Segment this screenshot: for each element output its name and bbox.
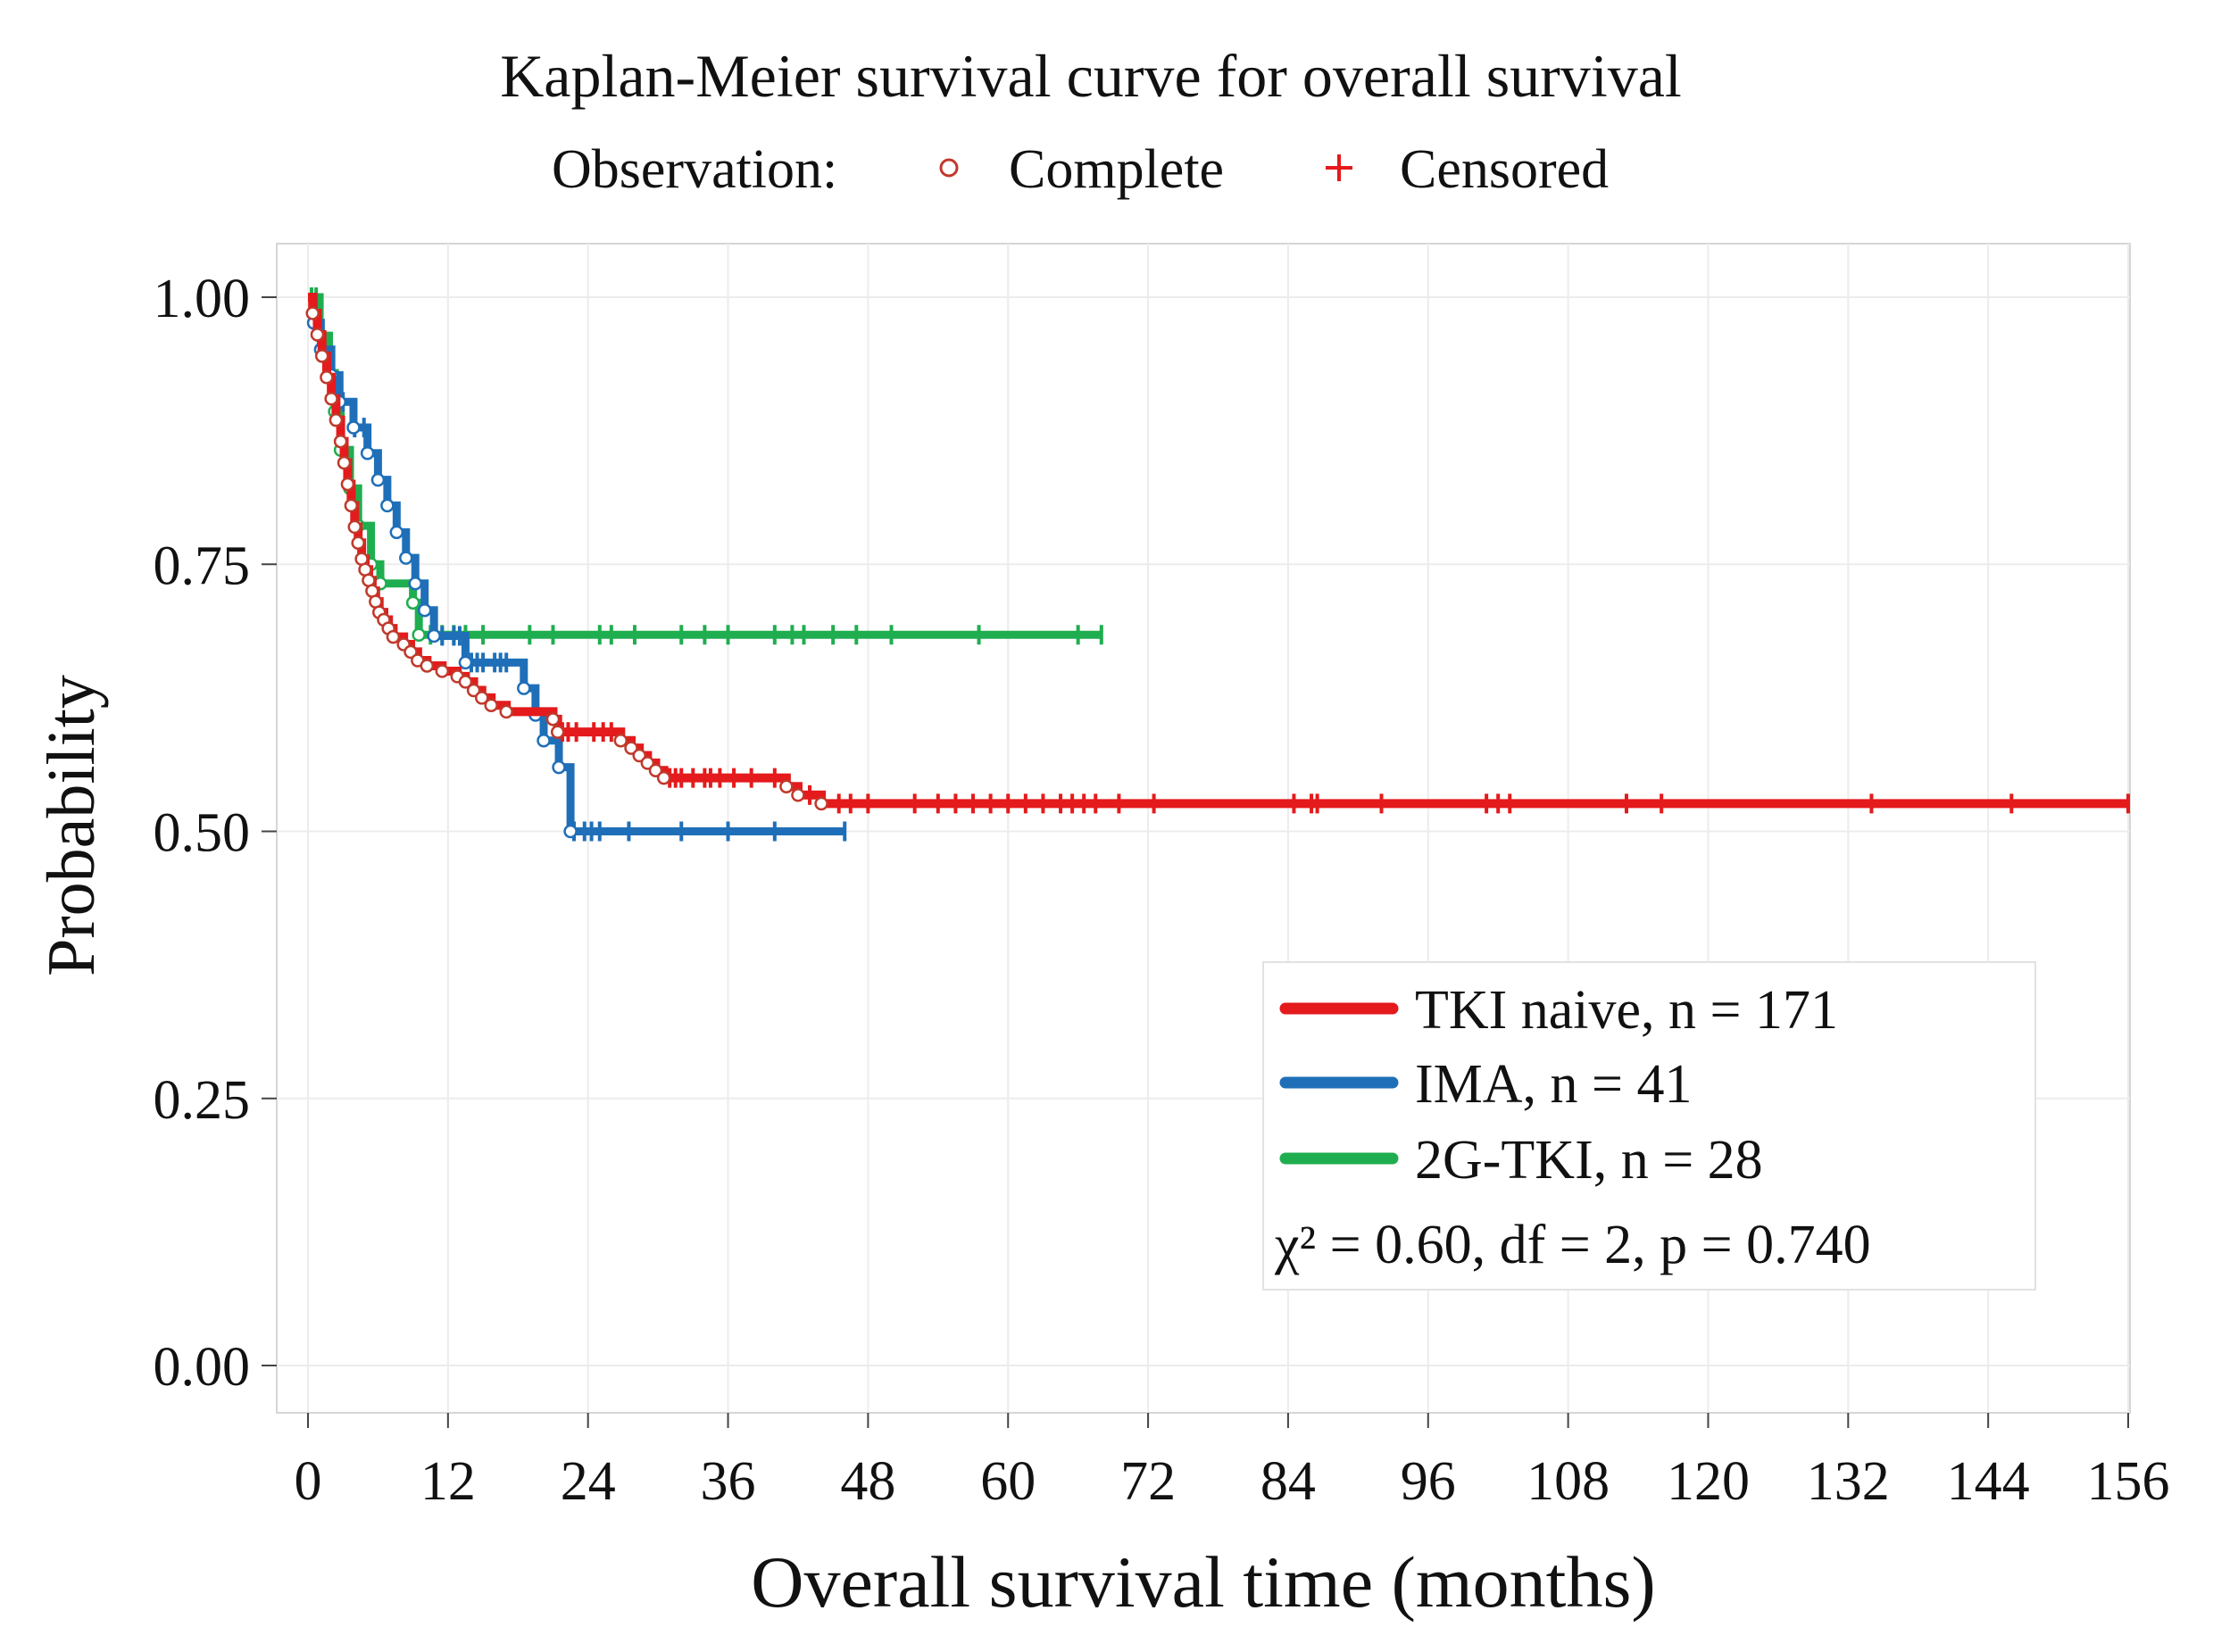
- x-tick-label: 84: [1260, 1451, 1316, 1512]
- x-tick-label: 72: [1120, 1451, 1176, 1512]
- event-marker: [420, 659, 435, 673]
- event-marker: [545, 712, 561, 726]
- x-tick-label: 120: [1667, 1451, 1750, 1512]
- grid: [277, 244, 2130, 1413]
- x-tick-label: 132: [1807, 1451, 1890, 1512]
- complete-label: Complete: [1009, 139, 1224, 200]
- x-tick-label: 12: [420, 1451, 476, 1512]
- event-marker: [435, 664, 450, 678]
- x-tick-label: 108: [1527, 1451, 1610, 1512]
- event-marker: [347, 519, 362, 535]
- event-marker: [624, 741, 638, 755]
- x-tick-label: 96: [1401, 1451, 1456, 1512]
- legend-label-2g-tki: 2G-TKI, n = 28: [1415, 1130, 1763, 1191]
- x-tick-label: 48: [840, 1451, 895, 1512]
- y-tick-label: 0.75: [154, 535, 251, 596]
- survival-curves: [305, 287, 2130, 842]
- event-marker: [405, 595, 420, 610]
- event-marker: [305, 306, 320, 320]
- y-tick-label: 0.50: [154, 803, 251, 864]
- event-marker: [399, 551, 413, 565]
- series-tki-naive: [305, 293, 2130, 814]
- event-marker: [632, 748, 646, 763]
- event-marker: [458, 655, 473, 670]
- censored-label: Censored: [1400, 139, 1609, 200]
- event-marker: [408, 577, 422, 591]
- event-marker: [550, 725, 565, 739]
- event-marker: [791, 788, 805, 802]
- event-marker: [466, 683, 481, 698]
- event-marker: [340, 477, 355, 492]
- event-marker: [412, 627, 426, 643]
- x-tick-label: 144: [1947, 1451, 2030, 1512]
- event-marker: [613, 734, 628, 748]
- event-marker: [814, 796, 828, 811]
- event-marker: [484, 698, 498, 713]
- y-tick-label: 1.00: [154, 269, 251, 329]
- legend-box: [1262, 961, 2036, 1291]
- x-tick-label: 156: [2087, 1451, 2170, 1512]
- event-marker: [417, 602, 432, 618]
- event-marker: [552, 760, 566, 775]
- event-marker: [314, 349, 329, 363]
- event-marker: [499, 704, 513, 719]
- x-tick-label: 0: [295, 1451, 322, 1512]
- stats-text: χ² = 0.60, df = 2, p = 0.740: [1274, 1215, 1871, 1275]
- x-tick-label: 36: [701, 1451, 756, 1512]
- event-marker: [386, 629, 401, 644]
- event-marker: [320, 370, 334, 385]
- event-marker: [427, 628, 441, 643]
- event-marker: [337, 455, 352, 470]
- event-marker: [351, 535, 365, 551]
- event-marker: [360, 446, 375, 461]
- event-marker: [458, 675, 473, 689]
- series-legend: TKI naive, n = 171 IMA, n = 41 2G-TKI, n…: [1262, 961, 2036, 1291]
- x-tick-label: 60: [980, 1451, 1036, 1512]
- event-marker: [333, 434, 348, 449]
- event-marker: [389, 525, 404, 540]
- chart-title: Kaplan-Meier survival curve for overall …: [500, 42, 1682, 110]
- y-axis-ticks: 0.00 0.25 0.50 0.75 1.00: [154, 269, 277, 1398]
- y-tick-label: 0.00: [154, 1337, 251, 1398]
- legend-label-tki-naive: TKI naive, n = 171: [1415, 980, 1838, 1041]
- event-marker: [346, 420, 361, 435]
- event-marker: [648, 763, 663, 778]
- event-marker: [329, 412, 344, 428]
- y-tick-label: 0.25: [154, 1070, 251, 1131]
- x-axis-label: Overall survival time (months): [751, 1541, 1655, 1623]
- event-marker: [403, 644, 418, 660]
- event-marker: [656, 770, 671, 785]
- event-marker: [475, 691, 489, 705]
- event-marker: [537, 734, 551, 748]
- observation-legend: Observation: Complete Censored: [552, 139, 1609, 200]
- event-marker: [779, 779, 794, 793]
- event-marker: [517, 681, 531, 695]
- event-marker: [324, 391, 338, 406]
- censored-marker-icon: [1326, 154, 1352, 181]
- event-marker: [310, 328, 325, 342]
- x-tick-label: 24: [561, 1451, 616, 1512]
- y-axis-label: Probability: [34, 675, 109, 976]
- x-axis-ticks: 0 12 24 36 48 60 72 84 96 108 120 132 144 156: [295, 1413, 2170, 1512]
- event-marker: [563, 824, 578, 839]
- event-marker: [380, 498, 395, 513]
- event-marker: [344, 498, 359, 513]
- complete-marker-icon: [939, 158, 959, 178]
- event-marker: [370, 472, 386, 487]
- observation-label: Observation:: [552, 139, 837, 200]
- legend-label-ima: IMA, n = 41: [1415, 1054, 1693, 1115]
- event-marker: [640, 756, 655, 770]
